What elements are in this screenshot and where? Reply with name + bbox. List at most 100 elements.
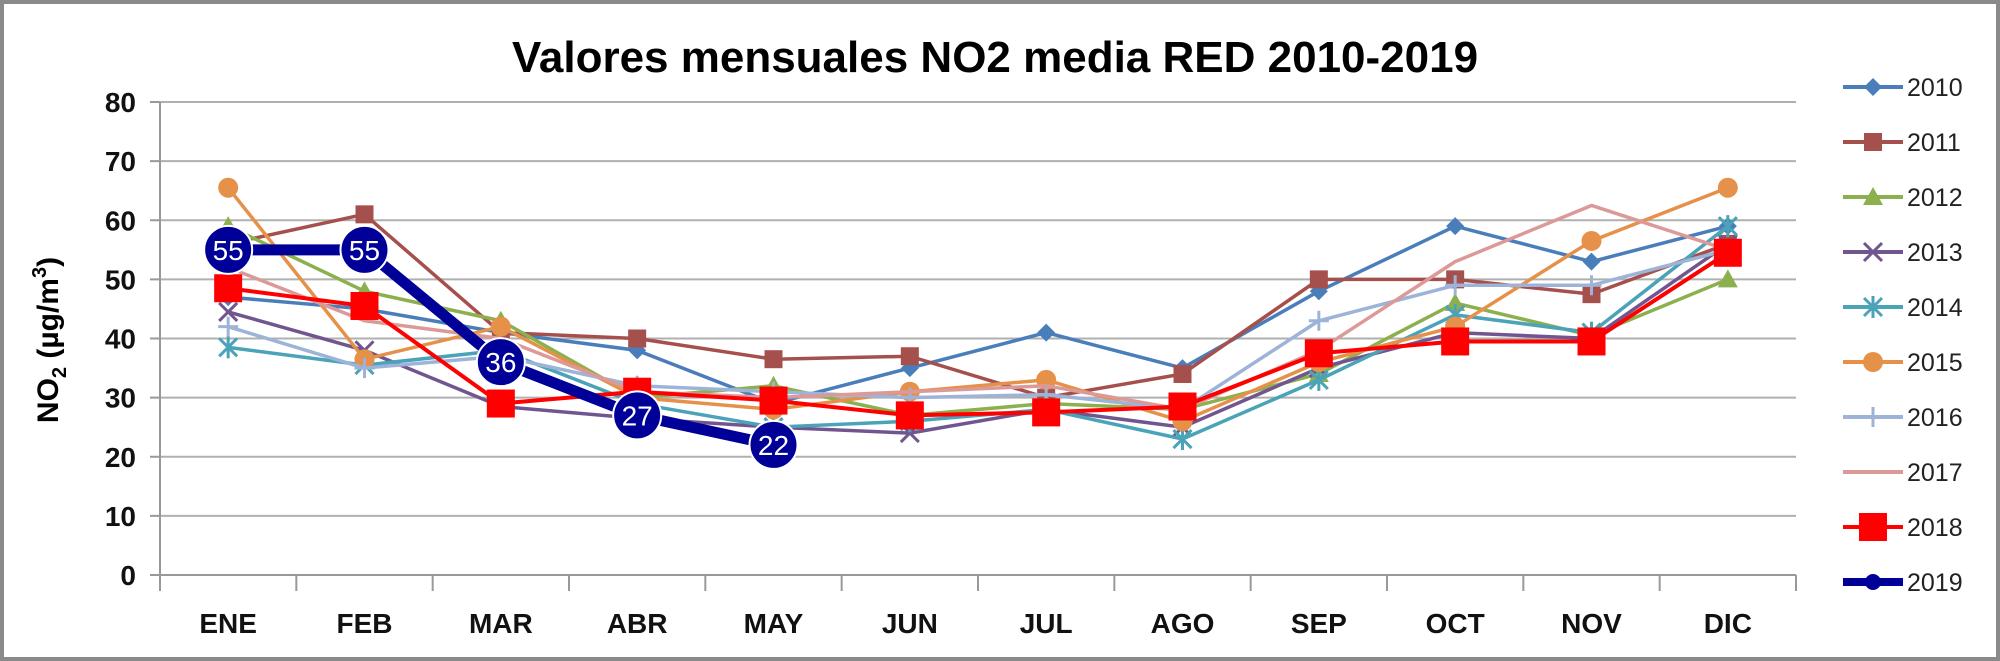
label-circle-marker <box>1865 574 1881 590</box>
series-2017 <box>227 203 1729 412</box>
axes: 0 10 20 30 40 50 60 70 80 ENE FEB MAR ABR MAY JUN JUL AG… <box>105 87 1797 639</box>
triangle-marker <box>1717 269 1738 288</box>
x-tick-label: OCT <box>1426 608 1485 639</box>
plus-marker <box>1581 275 1602 296</box>
x-tick-label: MAR <box>469 608 533 639</box>
big-square-marker <box>1032 398 1061 427</box>
legend-label: 2013 <box>1907 239 1963 267</box>
triangle-marker <box>1445 293 1466 312</box>
data-label: 55 <box>213 235 244 266</box>
series-line-2010 <box>228 224 1729 406</box>
asterisk-marker <box>1862 296 1884 318</box>
series-line-2013 <box>227 242 1729 435</box>
legend-label: 2011 <box>1907 129 1961 157</box>
asterisk-marker <box>1172 428 1193 451</box>
x-tick-label: JUL <box>1020 608 1073 639</box>
series-line-2011 <box>227 212 1729 400</box>
legend-label: 2019 <box>1907 569 1963 597</box>
big-square-marker <box>1304 339 1333 368</box>
legend-item-2014: 2014 <box>1843 294 1963 322</box>
y-tick-label: 70 <box>105 146 136 177</box>
label-circle-marker <box>475 337 526 388</box>
circle-marker <box>218 177 239 198</box>
series-line-2017 <box>227 203 1729 412</box>
series-2018 <box>214 238 1742 430</box>
data-label: 55 <box>349 235 380 266</box>
x-marker <box>218 301 239 322</box>
legend-item-2016: 2016 <box>1843 404 1963 432</box>
diamond-marker <box>1037 323 1056 342</box>
data-label: 36 <box>485 347 516 378</box>
big-square-marker <box>1713 238 1742 267</box>
legend-item-2015: 2015 <box>1843 349 1963 377</box>
x-tick-label: ENE <box>199 608 257 639</box>
label-circle-marker <box>203 224 254 275</box>
y-tick-label: 40 <box>105 324 136 355</box>
x-tick-label: AGO <box>1151 608 1215 639</box>
plus-marker <box>354 358 375 379</box>
square-marker <box>355 205 374 224</box>
series-line-2018 <box>227 251 1729 418</box>
legend-label: 2016 <box>1907 404 1963 432</box>
x-marker <box>1862 241 1884 263</box>
legend-label: 2010 <box>1907 74 1963 102</box>
chart-title: Valores mensuales NO2 media RED 2010-201… <box>512 33 1478 82</box>
plus-marker <box>218 316 239 337</box>
asterisk-marker <box>218 336 239 359</box>
big-square-marker <box>486 389 515 418</box>
series-line-2015 <box>226 186 1729 424</box>
circle-marker <box>490 316 511 337</box>
legend-item-2017: 2017 <box>1843 459 1963 487</box>
legend-item-2018: 2018 <box>1843 513 1963 542</box>
big-square-marker <box>214 274 243 303</box>
x-tick-label: JUN <box>882 608 938 639</box>
square-marker <box>1864 133 1882 151</box>
y-tick-label: 60 <box>105 205 136 236</box>
asterisk-marker <box>1308 368 1329 391</box>
square-marker <box>1309 270 1328 289</box>
square-marker <box>764 350 783 369</box>
data-label: 27 <box>622 400 653 431</box>
plus-marker <box>1308 310 1329 331</box>
square-marker <box>1173 364 1192 383</box>
square-marker <box>900 347 919 366</box>
big-square-marker <box>1441 327 1470 356</box>
x-tick-label: ABR <box>607 608 668 639</box>
y-axis-label: NO2 (µg/m3) <box>29 257 71 423</box>
legend-label: 2014 <box>1907 294 1963 322</box>
label-circle-marker <box>339 224 390 275</box>
legend-item-2011: 2011 <box>1843 129 1961 157</box>
legend-item-2019: 2019 <box>1843 569 1963 597</box>
x-tick-label: DIC <box>1704 608 1752 639</box>
y-tick-label: 30 <box>105 383 136 414</box>
diamond-marker <box>1446 217 1465 236</box>
circle-marker <box>1581 230 1602 251</box>
label-circle-marker <box>748 419 799 470</box>
x-tick-label: FEB <box>337 608 393 639</box>
big-square-marker <box>350 291 379 320</box>
x-tick-label: MAY <box>744 608 804 639</box>
legend-label: 2018 <box>1907 514 1963 542</box>
y-tick-label: 10 <box>105 501 136 532</box>
label-circle-marker <box>612 390 663 441</box>
y-tick-label: 50 <box>105 264 136 295</box>
big-square-marker <box>1168 392 1197 421</box>
legend-item-2010: 2010 <box>1843 74 1963 102</box>
big-square-marker <box>1859 513 1887 541</box>
circle-marker <box>1717 177 1738 198</box>
big-square-marker <box>1577 327 1606 356</box>
x-tick-label: NOV <box>1561 608 1622 639</box>
plus-marker <box>1863 407 1883 427</box>
legend-item-2013: 2013 <box>1843 239 1963 267</box>
big-square-marker <box>895 401 924 430</box>
diamond-marker <box>1864 78 1882 96</box>
y-tick-label: 80 <box>105 87 136 118</box>
square-marker <box>628 329 647 348</box>
data-label: 22 <box>758 430 789 461</box>
y-tick-label: 0 <box>120 560 136 591</box>
legend-item-2012: 2012 <box>1843 184 1963 212</box>
legend-label: 2017 <box>1907 459 1963 487</box>
x-tick-label: SEP <box>1291 608 1347 639</box>
y-tick-label: 20 <box>105 442 136 473</box>
